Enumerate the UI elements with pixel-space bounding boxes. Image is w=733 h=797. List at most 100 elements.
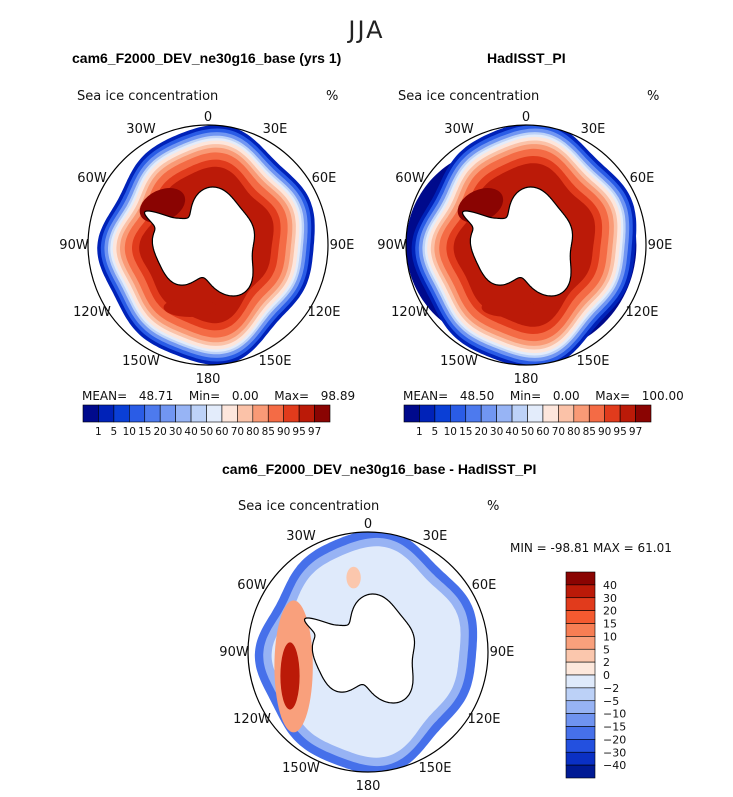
panel-2-colorbar-tick-label: 80	[567, 426, 580, 438]
panel-1-colorbar-swatch	[267, 404, 284, 423]
panel-2-antarctica-coastline	[461, 186, 574, 297]
panel-3-colorbar-swatch	[565, 713, 596, 727]
panel-2-colorbar-swatch	[558, 404, 575, 423]
panel-3-lon-label: 90W	[219, 645, 249, 660]
panel-2-colorbar-tick-label: 60	[536, 426, 549, 438]
panel-2-min-label: Min=	[509, 389, 542, 403]
panel-3-colorbar-tick-label: 5	[603, 643, 610, 656]
panel-3-lon-label: 60E	[472, 578, 497, 593]
panel-1-lon-label: 150E	[258, 354, 291, 369]
panel-1-colorbar-swatch	[206, 404, 223, 423]
panel-1-lon-label: 60E	[312, 171, 337, 186]
panel-2-lon-label: 60W	[395, 171, 425, 186]
panel-3-colorbar-swatch	[565, 571, 596, 586]
panel-2-lon-label: 120W	[391, 305, 429, 320]
panel-3-colorbar-tick-label: 20	[603, 605, 617, 618]
panel-1-min-value: 0.00	[231, 389, 259, 403]
panel-3-colorbar-swatch	[565, 700, 596, 714]
panel-3-colorbar-swatch	[565, 584, 596, 599]
panel-1-colorbar-tick-label: 1	[95, 426, 102, 438]
panel-1-mean-label: MEAN=	[82, 389, 128, 403]
panel-3-colorbar-tick-label: −40	[603, 759, 626, 772]
panel-3-colorbar-tick-label: −2	[603, 682, 619, 695]
panel-1-lon-label: 90E	[330, 238, 355, 253]
panel-2-colorbar-tick-label: 1	[416, 426, 423, 438]
panel-1-antarctica-coastline	[143, 186, 256, 297]
panel-2-colorbar: 1 5 10 15 20 30 40 50 60 70 80 85 90 95 97	[403, 404, 652, 438]
panel-1-colorbar-tick-label: 70	[231, 426, 244, 438]
panel-3-colorbar-tick-label: −5	[603, 695, 619, 708]
panel-2-colorbar-tick-label: 95	[613, 426, 626, 438]
panel-2-colorbar-swatch	[604, 404, 621, 423]
panel-1-lon-label: 90W	[59, 238, 89, 253]
panel-3-colorbar-tick-label: −15	[603, 721, 626, 734]
panel-1-colorbar-tick-label: 50	[200, 426, 213, 438]
panel-1-colorbar-tick-label: 90	[277, 426, 290, 438]
panel-3-lon-label: 120E	[467, 712, 500, 727]
panel-1-units-label: %	[326, 89, 339, 104]
panel-3-colorbar-tick-label: −20	[603, 733, 626, 746]
panel-1-colorbar-tick-label: 85	[262, 426, 275, 438]
panel-2-lon-label: 150E	[576, 354, 609, 369]
panel-1-title: cam6_F2000_DEV_ne30g16_base (yrs 1)	[72, 50, 342, 66]
panel-3-lon-label: 120W	[233, 712, 271, 727]
panel-2-map-border	[405, 124, 647, 366]
panel-2-lon-label: 90E	[648, 238, 673, 253]
panel-2-lon-label: 180	[514, 372, 539, 387]
panel-2-colorbar-swatch	[573, 404, 590, 423]
panel-2-colorbar-swatch	[511, 404, 528, 423]
panel-3-colorbar-swatch	[565, 623, 596, 637]
panel-2-colorbar-tick-label: 97	[629, 426, 642, 438]
panel-2-colorbar-tick-label: 50	[521, 426, 534, 438]
panel-2-colorbar-swatch	[542, 404, 559, 423]
panel-1-lon-label: 0	[204, 110, 212, 125]
panel-1-colorbar-swatch	[237, 404, 254, 423]
panel-1-colorbar-tick-label: 30	[169, 426, 182, 438]
panel-1-colorbar-tick-label: 40	[184, 426, 197, 438]
panel-3-colorbar-tick-label: 15	[603, 618, 617, 631]
panel-2-colorbar-swatch	[450, 404, 467, 423]
panel-2-colorbar-swatch	[419, 404, 436, 423]
panel-2-colorbar-tick-label: 40	[505, 426, 518, 438]
panel-2-colorbar-swatch	[588, 404, 605, 423]
panel-3-lon-label: 150E	[418, 761, 451, 776]
panel-2-colorbar-swatch	[465, 404, 482, 423]
panel-3-colorbar-swatch	[565, 636, 596, 650]
panel-1-colorbar-tick-label: 10	[123, 426, 136, 438]
panel-1-colorbar-swatch	[252, 404, 269, 423]
panel-3-colorbar-swatch	[565, 764, 596, 779]
panel-3-colorbar-swatch	[565, 674, 596, 689]
panel-2-max-value: 100.00	[641, 389, 684, 403]
panel-3-colorbar-swatch	[565, 661, 596, 676]
panel-1-lon-label: 150W	[122, 354, 160, 369]
panel-2-lon-label: 0	[522, 110, 530, 125]
panel-2-max-label: Max=	[595, 389, 631, 403]
panel-3-lon-label: 180	[356, 779, 381, 794]
panel-3-variable-label: Sea ice concentration	[238, 499, 380, 514]
panel-2-colorbar-tick-label: 15	[459, 426, 472, 438]
panel-3-lon-label: 0	[364, 517, 372, 532]
panel-2-colorbar-tick-label: 70	[552, 426, 565, 438]
panel-1-max-label: Max=	[274, 389, 310, 403]
panel-1-colorbar-tick-label: 97	[308, 426, 321, 438]
panel-2-colorbar-tick-label: 90	[598, 426, 611, 438]
panel-3-lon-label: 150W	[282, 761, 320, 776]
panel-1-colorbar-swatch	[144, 404, 161, 423]
panel-2-min-value: 0.00	[552, 389, 580, 403]
panel-1-max-value: 98.89	[320, 389, 356, 403]
panel-3-colorbar-swatch	[565, 726, 596, 740]
panel-3-colorbar-tick-label: 0	[603, 669, 610, 682]
panel-1-colorbar: 1 5 10 15 20 30 40 50 60 70 80 85 90 95 97	[82, 404, 331, 438]
panel-2-lon-label: 30E	[581, 122, 606, 137]
panel-1-colorbar-swatch	[175, 404, 192, 423]
panel-2-colorbar-swatch	[527, 404, 544, 423]
panel-3-lon-label: 30W	[286, 529, 316, 544]
panel-3-colorbar-swatch	[565, 687, 596, 702]
panel-1-colorbar-swatch	[283, 404, 300, 423]
panel-3-colorbar-tick-label: −30	[603, 746, 626, 759]
panel-1-colorbar-swatch	[129, 404, 146, 423]
panel-1-colorbar-swatch	[190, 404, 207, 423]
panel-3-minmax-text: MIN = -98.81 MAX = 61.01	[510, 541, 672, 555]
panel-1-colorbar-tick-label: 15	[138, 426, 151, 438]
